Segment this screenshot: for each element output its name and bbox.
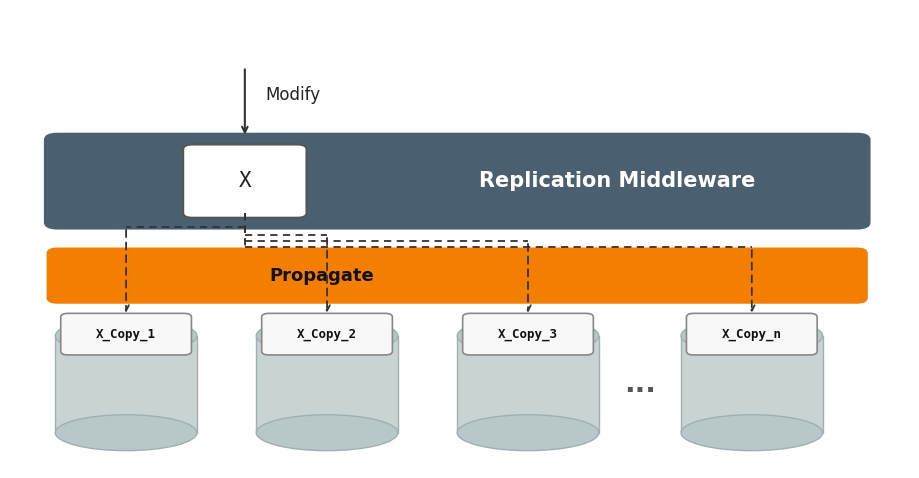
- Text: Modify: Modify: [265, 86, 320, 104]
- Ellipse shape: [458, 415, 599, 451]
- Ellipse shape: [681, 318, 823, 354]
- FancyBboxPatch shape: [183, 144, 307, 218]
- FancyBboxPatch shape: [462, 314, 594, 355]
- FancyBboxPatch shape: [61, 314, 191, 355]
- FancyBboxPatch shape: [44, 133, 870, 229]
- Ellipse shape: [681, 415, 823, 451]
- Text: Replication Middleware: Replication Middleware: [479, 171, 755, 191]
- Text: X_Copy_2: X_Copy_2: [297, 327, 357, 341]
- Text: ...: ...: [624, 370, 656, 398]
- Text: X: X: [239, 171, 251, 191]
- Ellipse shape: [256, 318, 398, 354]
- Polygon shape: [681, 336, 823, 433]
- Text: Propagate: Propagate: [269, 267, 374, 284]
- Ellipse shape: [55, 415, 197, 451]
- Ellipse shape: [458, 318, 599, 354]
- Text: X_Copy_n: X_Copy_n: [721, 327, 782, 341]
- Ellipse shape: [256, 415, 398, 451]
- FancyBboxPatch shape: [47, 248, 868, 304]
- Text: X_Copy_1: X_Copy_1: [96, 327, 156, 341]
- FancyBboxPatch shape: [686, 314, 817, 355]
- Polygon shape: [458, 336, 599, 433]
- Polygon shape: [55, 336, 197, 433]
- Ellipse shape: [55, 318, 197, 354]
- Text: X_Copy_3: X_Copy_3: [498, 327, 558, 341]
- FancyBboxPatch shape: [262, 314, 392, 355]
- Polygon shape: [256, 336, 398, 433]
